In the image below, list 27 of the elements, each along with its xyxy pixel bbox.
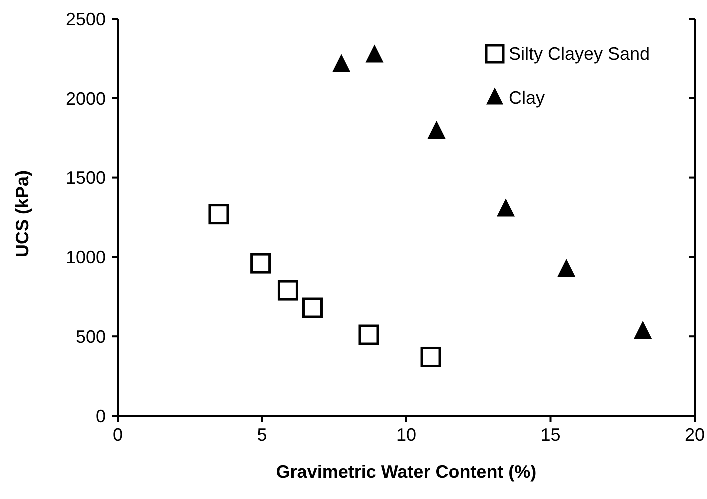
x-tick-label: 0 bbox=[112, 424, 124, 445]
y-tick-label: 2000 bbox=[66, 88, 106, 109]
y-tick-label: 500 bbox=[76, 326, 106, 347]
point bbox=[208, 204, 230, 225]
x-axis-title: Gravimetric Water Content (%) bbox=[276, 462, 537, 482]
y-tick-label: 1000 bbox=[66, 248, 106, 268]
point bbox=[497, 198, 516, 217]
point bbox=[358, 324, 380, 346]
point bbox=[302, 298, 323, 318]
x-tick-label: 15 bbox=[540, 424, 561, 445]
point bbox=[420, 346, 442, 368]
point bbox=[366, 44, 384, 63]
y-tick-label: 2500 bbox=[66, 9, 106, 30]
y-tick-label: 0 bbox=[96, 406, 106, 426]
point bbox=[634, 321, 652, 340]
point bbox=[278, 280, 298, 301]
x-tick-label: 10 bbox=[396, 424, 417, 445]
x-tick-label: 20 bbox=[684, 424, 706, 445]
point bbox=[332, 54, 351, 72]
point bbox=[428, 120, 446, 139]
x-tick-label: 5 bbox=[257, 424, 268, 445]
legend-label: Silty Clayey Sand bbox=[509, 44, 650, 64]
legend-label: Clay bbox=[509, 88, 546, 108]
y-axis-title: UCS (kPa) bbox=[12, 170, 32, 258]
point bbox=[250, 253, 272, 274]
point bbox=[558, 259, 576, 278]
y-tick-label: 1500 bbox=[66, 168, 106, 188]
